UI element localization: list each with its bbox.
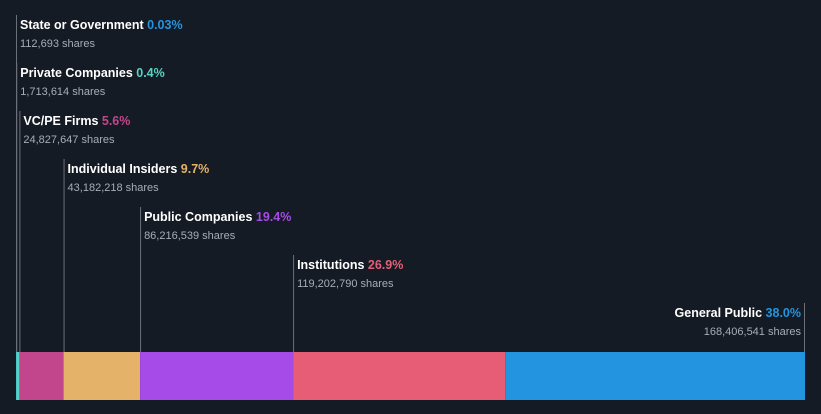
percent-label: 19.4% bbox=[255, 210, 292, 224]
shares-count: 43,182,218 shares bbox=[67, 181, 159, 194]
category-name: Individual Insiders 9.7% bbox=[68, 163, 210, 176]
segment-label-individual-insiders: Individual Insiders 9.7% 43,182,218 share… bbox=[68, 163, 210, 194]
category-label: General Public bbox=[674, 306, 766, 320]
shares-count: 86,216,539 shares bbox=[144, 229, 236, 242]
bar-segment-public-companies bbox=[140, 352, 294, 400]
category-name: Private Companies 0.4% bbox=[20, 67, 165, 80]
segment-label-public-companies: Public Companies 19.4% 86,216,539 shares bbox=[144, 211, 291, 242]
shares-count: 168,406,541 shares bbox=[703, 325, 801, 338]
category-name: Institutions 26.9% bbox=[297, 259, 403, 272]
shares-count: 1,713,614 shares bbox=[20, 85, 106, 98]
percent-label: 0.4% bbox=[136, 66, 165, 80]
shares-count: 119,202,790 shares bbox=[297, 277, 394, 290]
segment-label-state-or-government: State or Government 0.03% 112,693 shares bbox=[20, 19, 183, 50]
shares-count: 112,693 shares bbox=[20, 37, 96, 50]
bar-segment-institutions bbox=[293, 352, 506, 400]
bar-segment-private-companies bbox=[16, 352, 20, 400]
percent-label: 5.6% bbox=[101, 114, 131, 128]
bar-segment-individual-insiders bbox=[63, 352, 141, 400]
bar-segment-vc-pe-firms bbox=[19, 352, 64, 400]
category-label: Institutions bbox=[297, 258, 368, 272]
percent-label: 9.7% bbox=[180, 162, 210, 176]
category-label: Public Companies bbox=[144, 210, 256, 224]
segment-label-vc-pe-firms: VC/PE Firms 5.6% 24,827,647 shares bbox=[23, 115, 130, 146]
percent-label: 26.9% bbox=[367, 258, 404, 272]
segment-label-private-companies: Private Companies 0.4% 1,713,614 shares bbox=[20, 67, 165, 98]
category-label: Individual Insiders bbox=[67, 162, 181, 176]
segment-label-general-public: General Public 38.0% 168,406,541 shares bbox=[675, 307, 801, 338]
category-name: General Public 38.0% bbox=[675, 307, 801, 320]
segment-label-institutions: Institutions 26.9% 119,202,790 shares bbox=[297, 259, 403, 290]
category-label: Private Companies bbox=[20, 66, 137, 80]
bar-segment-general-public bbox=[505, 352, 805, 400]
category-name: State or Government 0.03% bbox=[20, 19, 183, 32]
category-name: VC/PE Firms 5.6% bbox=[23, 115, 130, 128]
percent-label: 0.03% bbox=[147, 18, 183, 32]
percent-label: 38.0% bbox=[765, 306, 801, 320]
shares-count: 24,827,647 shares bbox=[23, 133, 115, 146]
category-label: VC/PE Firms bbox=[23, 114, 102, 128]
category-label: State or Government bbox=[20, 18, 148, 32]
category-name: Public Companies 19.4% bbox=[144, 211, 291, 224]
